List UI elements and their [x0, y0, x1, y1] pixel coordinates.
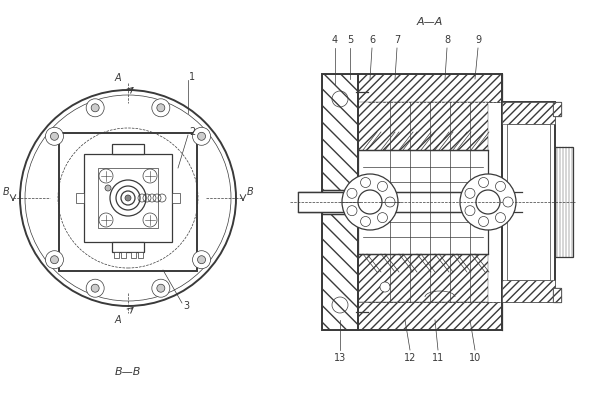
Circle shape	[465, 206, 475, 216]
Circle shape	[116, 186, 140, 210]
Circle shape	[50, 256, 58, 264]
Text: B: B	[247, 187, 253, 197]
Text: 2: 2	[189, 127, 195, 137]
Text: 9: 9	[475, 35, 481, 45]
Circle shape	[110, 180, 146, 216]
Bar	[112, 242, 144, 252]
Circle shape	[197, 132, 206, 140]
Text: 7: 7	[394, 35, 400, 45]
Circle shape	[121, 191, 135, 205]
Circle shape	[99, 213, 113, 227]
Circle shape	[361, 178, 371, 188]
Circle shape	[479, 178, 488, 188]
Bar	[358, 302, 502, 330]
Bar	[131, 252, 136, 258]
Bar	[553, 102, 561, 116]
Circle shape	[46, 251, 64, 269]
Bar	[98, 168, 158, 228]
Bar	[59, 133, 197, 271]
Text: 6: 6	[369, 35, 375, 45]
Bar	[76, 193, 84, 203]
Bar	[298, 192, 522, 212]
Circle shape	[143, 169, 157, 183]
Circle shape	[460, 174, 516, 230]
Circle shape	[347, 206, 357, 216]
Circle shape	[143, 213, 157, 227]
Circle shape	[46, 127, 64, 145]
Text: 5: 5	[347, 35, 353, 45]
Circle shape	[476, 190, 500, 214]
Circle shape	[91, 284, 99, 292]
Bar	[112, 144, 144, 154]
Bar	[502, 280, 555, 302]
Circle shape	[496, 213, 505, 223]
Circle shape	[377, 213, 388, 223]
Bar	[553, 288, 561, 302]
Bar	[358, 102, 488, 302]
Text: A: A	[115, 315, 121, 325]
Circle shape	[496, 181, 505, 191]
Text: 10: 10	[469, 353, 481, 363]
Circle shape	[152, 99, 170, 117]
Text: 4: 4	[332, 35, 338, 45]
Bar	[555, 147, 573, 257]
Text: 12: 12	[404, 353, 416, 363]
Circle shape	[503, 197, 513, 207]
Circle shape	[193, 127, 211, 145]
Circle shape	[20, 90, 236, 306]
Text: 13: 13	[334, 353, 346, 363]
Circle shape	[99, 169, 113, 183]
Bar	[358, 150, 488, 254]
Circle shape	[86, 99, 104, 117]
Circle shape	[197, 256, 206, 264]
Bar	[322, 74, 358, 330]
Text: 8: 8	[444, 35, 450, 45]
Text: 11: 11	[432, 353, 444, 363]
Circle shape	[347, 188, 357, 198]
Bar	[322, 74, 358, 330]
Circle shape	[50, 132, 58, 140]
Bar	[114, 252, 119, 258]
Bar	[502, 102, 555, 124]
Bar	[502, 102, 555, 302]
Bar	[298, 192, 330, 212]
Circle shape	[125, 195, 131, 201]
Bar	[553, 288, 561, 302]
Circle shape	[157, 284, 165, 292]
Text: 1: 1	[189, 72, 195, 82]
Text: B—B: B—B	[115, 367, 141, 377]
Circle shape	[380, 282, 390, 292]
Text: A—A: A—A	[417, 17, 443, 27]
Circle shape	[91, 104, 99, 112]
Circle shape	[358, 190, 382, 214]
Bar	[298, 192, 330, 212]
Bar	[138, 252, 143, 258]
Bar	[322, 190, 358, 214]
Circle shape	[385, 197, 395, 207]
Bar	[84, 154, 172, 242]
Bar	[172, 193, 180, 203]
Circle shape	[105, 185, 111, 191]
Bar	[121, 252, 126, 258]
Circle shape	[342, 174, 398, 230]
Bar	[358, 74, 502, 102]
Text: 3: 3	[183, 301, 189, 311]
Text: B: B	[2, 187, 10, 197]
Circle shape	[377, 181, 388, 191]
Circle shape	[86, 279, 104, 297]
Text: A: A	[115, 73, 121, 83]
Circle shape	[361, 216, 371, 226]
Circle shape	[152, 279, 170, 297]
Circle shape	[157, 104, 165, 112]
Bar	[507, 124, 550, 280]
Circle shape	[193, 251, 211, 269]
Circle shape	[479, 216, 488, 226]
Circle shape	[465, 188, 475, 198]
Bar	[553, 102, 561, 116]
